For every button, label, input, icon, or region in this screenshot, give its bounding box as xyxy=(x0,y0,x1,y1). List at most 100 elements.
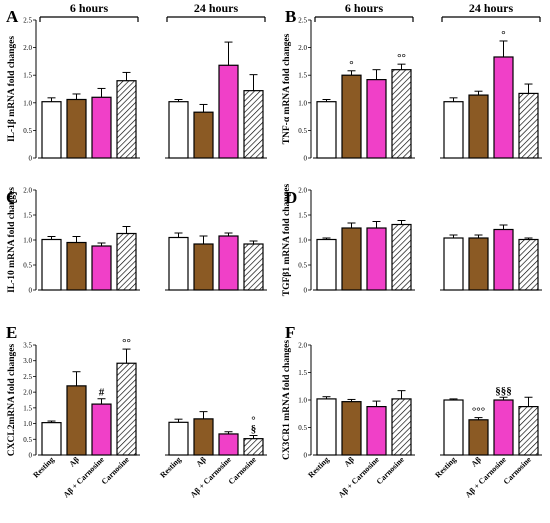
bar xyxy=(91,96,112,159)
bar xyxy=(391,69,412,159)
bar xyxy=(168,101,189,159)
bar xyxy=(168,421,189,456)
y-tick-label: 1.0 xyxy=(298,99,307,107)
category-label: Carnosine xyxy=(375,455,407,487)
bar xyxy=(218,64,239,159)
y-tick-label: 1.0 xyxy=(23,237,32,245)
bar xyxy=(66,241,87,291)
bar xyxy=(243,90,264,159)
y-tick-label: 1.5 xyxy=(298,369,307,377)
significance-marker: §§§ xyxy=(495,385,512,397)
bar xyxy=(493,228,514,291)
significance-marker: °°° xyxy=(472,406,485,418)
bar xyxy=(391,223,412,291)
significance-marker: ° xyxy=(251,415,255,427)
panels: A 0 0.5 1.0 1.5 2.0 2.5 IL-1β mRNA fold changes… xyxy=(6,1,542,499)
bar xyxy=(41,101,62,159)
y-axis-title: TGFβ1 mRNA fold changes xyxy=(282,183,292,296)
panel-E: E 0 0.5 1.0 1.5 2.0 2.5 3.0 3.5 CXCL2mRNA fold ch… xyxy=(6,323,267,499)
y-tick-label: 2.0 xyxy=(298,187,307,195)
y-tick-label: 0 xyxy=(29,287,33,295)
time-label: 24 hours xyxy=(469,1,514,15)
category-label: Resting xyxy=(306,455,331,480)
bar xyxy=(443,237,464,291)
bar xyxy=(91,403,112,456)
category-label: Resting xyxy=(433,455,458,480)
y-tick-label: 0.5 xyxy=(23,127,32,135)
y-tick-label: 2.5 xyxy=(298,17,307,25)
y-tick-label: 1.5 xyxy=(298,72,307,80)
bar xyxy=(518,92,539,159)
time-label: 6 hours xyxy=(70,1,109,15)
category-label: Aβ xyxy=(469,455,482,468)
bar xyxy=(91,245,112,291)
bar xyxy=(316,101,337,159)
y-tick-label: 0 xyxy=(304,287,308,295)
bar xyxy=(518,238,539,291)
y-tick-label: 0 xyxy=(304,155,308,163)
bar xyxy=(341,401,362,456)
bar xyxy=(116,362,137,456)
y-axis-title: IL-1β mRNA fold changes xyxy=(7,36,17,142)
panel-letter: F xyxy=(285,323,295,342)
y-tick-label: 0 xyxy=(29,155,33,163)
panel-B: B 0 0.5 1.0 1.5 2.0 2.5 TNF-α mRNA fold changes… xyxy=(282,1,542,163)
bar xyxy=(468,419,489,456)
y-tick-label: 1.0 xyxy=(23,99,32,107)
significance-marker: °° xyxy=(122,337,131,349)
significance-marker: § xyxy=(251,424,257,436)
bar xyxy=(41,422,62,456)
y-tick-label: 0 xyxy=(304,452,308,460)
y-axis-title: IL-10 mRNA fold changes xyxy=(7,187,17,293)
category-label: Aβ xyxy=(342,455,355,468)
bar xyxy=(66,98,87,159)
category-label: Carnosine xyxy=(502,455,534,487)
y-tick-label: 2.0 xyxy=(298,342,307,350)
bar xyxy=(116,232,137,291)
category-label: Aβ xyxy=(194,455,207,468)
bar xyxy=(316,238,337,291)
y-tick-label: 2.0 xyxy=(298,44,307,52)
panel-letter: A xyxy=(6,7,19,26)
y-axis-title: CXCL2mRNA fold changes xyxy=(7,343,17,456)
y-tick-label: 0.5 xyxy=(298,424,307,432)
bar xyxy=(468,237,489,291)
y-tick-label: 1.0 xyxy=(298,397,307,405)
bar xyxy=(443,399,464,456)
panel-C: C 0 0.5 1.0 1.5 2.0 IL-10 mRNA fold changes xyxy=(6,187,267,295)
bar xyxy=(218,433,239,456)
bar xyxy=(316,398,337,456)
panel-A: A 0 0.5 1.0 1.5 2.0 2.5 IL-1β mRNA fold changes… xyxy=(6,1,267,163)
bar xyxy=(493,399,514,456)
bar xyxy=(193,111,214,159)
panel-letter: E xyxy=(6,323,17,342)
category-label: Carnosine xyxy=(100,455,132,487)
bar xyxy=(366,79,387,159)
panel-D: D 0 0.5 1.0 1.5 2.0 TGFβ1 mRNA fold changes xyxy=(282,183,542,296)
significance-marker: # xyxy=(99,387,105,399)
bar xyxy=(493,56,514,159)
y-tick-label: 2.0 xyxy=(23,44,32,52)
significance-marker: °° xyxy=(397,52,406,64)
bar xyxy=(218,235,239,291)
y-tick-label: 1.0 xyxy=(23,420,32,428)
y-tick-label: 2.0 xyxy=(23,389,32,397)
y-tick-label: 1.5 xyxy=(23,72,32,80)
y-tick-label: 0.5 xyxy=(298,127,307,135)
significance-marker: ° xyxy=(349,59,353,71)
bar xyxy=(468,94,489,159)
time-label: 6 hours xyxy=(345,1,384,15)
bar xyxy=(193,243,214,291)
bar xyxy=(518,406,539,456)
bar xyxy=(443,101,464,159)
bar xyxy=(341,74,362,159)
y-tick-label: 2.5 xyxy=(23,373,32,381)
bar xyxy=(243,438,264,456)
panel-letter: D xyxy=(285,188,297,207)
y-tick-label: 1.5 xyxy=(23,212,32,220)
y-tick-label: 3.5 xyxy=(23,342,32,350)
y-axis-title: TNF-α mRNA fold changes xyxy=(282,33,292,144)
bar xyxy=(168,236,189,291)
y-tick-label: 0.5 xyxy=(23,436,32,444)
